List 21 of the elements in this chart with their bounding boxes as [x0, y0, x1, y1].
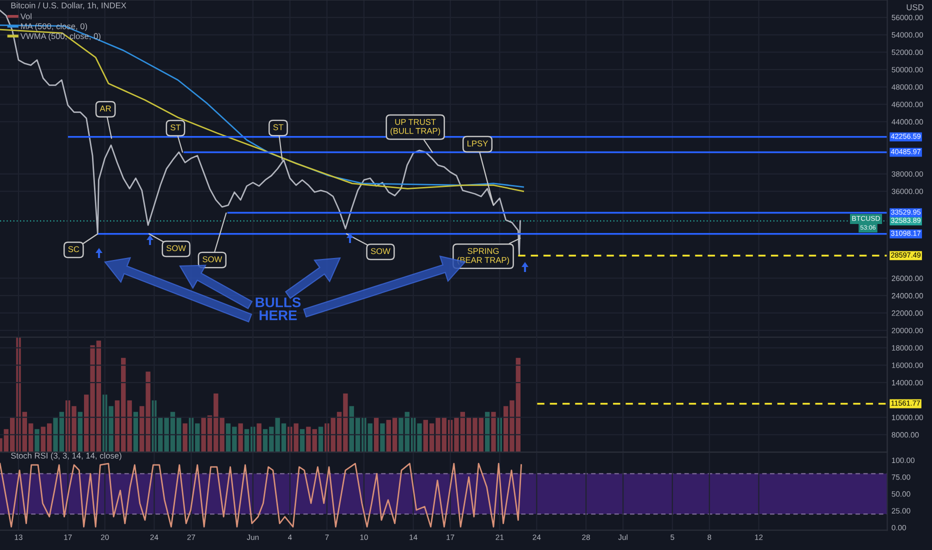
- annotation: UP TRUST (BULL TRAP): [390, 118, 440, 136]
- bar: [182, 423, 188, 452]
- bar: [256, 423, 262, 452]
- legend-label: Vol: [20, 13, 32, 20]
- annotation: SOW: [370, 248, 390, 254]
- annotation: SPRING (BEAR TRAP): [457, 248, 510, 265]
- bar: [238, 423, 243, 452]
- chart-title: Bitcoin / U.S. Dollar, 1h, INDEX: [11, 2, 126, 10]
- annotation: SC: [68, 246, 80, 252]
- chart-title: Stoch RSI (3, 3, 14, 14, close): [11, 452, 122, 460]
- annotation: LPSY: [468, 140, 488, 146]
- text: USD: [906, 4, 924, 10]
- annotation: SOW: [166, 245, 186, 252]
- bar: [380, 423, 385, 452]
- annotation: BULLS HERE: [256, 297, 301, 320]
- annotation: AR: [100, 106, 111, 112]
- bar: [491, 412, 496, 452]
- annotation: SOW: [202, 256, 222, 262]
- bar: [34, 429, 40, 452]
- annotation: ST: [273, 124, 284, 130]
- annotation: ST: [170, 124, 181, 130]
